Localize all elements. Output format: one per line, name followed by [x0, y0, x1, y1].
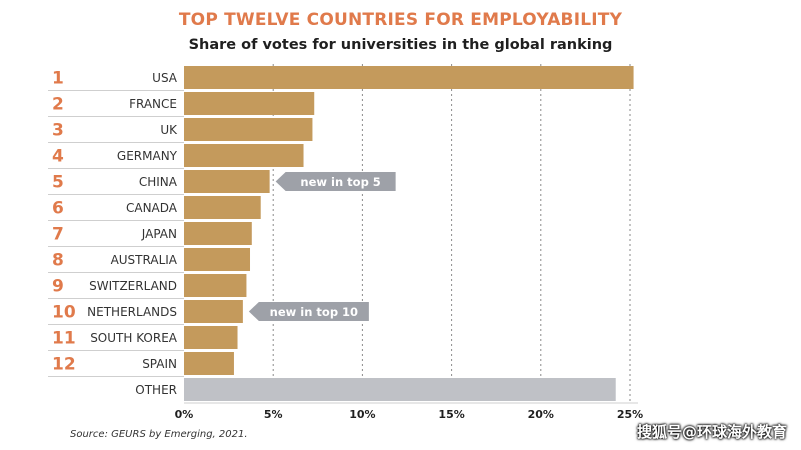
source-note: Source: GEURS by Emerging, 2021.	[70, 429, 248, 440]
bar	[184, 222, 252, 245]
country-label: CHINA	[139, 175, 178, 189]
rank-label: 3	[52, 121, 64, 141]
annotation-label: new in top 5	[300, 175, 380, 189]
x-tick-label: 20%	[528, 408, 554, 421]
bar	[184, 274, 247, 297]
rank-label: 6	[52, 199, 64, 219]
bar	[184, 170, 270, 193]
country-label: SWITZERLAND	[89, 279, 177, 293]
rank-label: 1	[52, 69, 64, 89]
bar	[184, 378, 616, 401]
country-label: SOUTH KOREA	[90, 331, 178, 345]
country-label: OTHER	[135, 383, 177, 397]
rank-label: 10	[52, 303, 76, 323]
x-tick-label: 15%	[438, 408, 464, 421]
country-label: AUSTRALIA	[111, 253, 178, 267]
chart-title: TOP TWELVE COUNTRIES FOR EMPLOYABILITY	[178, 10, 623, 30]
country-label: FRANCE	[129, 97, 177, 111]
bar	[184, 326, 238, 349]
bar	[184, 92, 315, 115]
bar	[184, 66, 634, 89]
bar	[184, 144, 304, 167]
watermark: 搜狐号@环球海外教育	[636, 423, 787, 441]
country-label: NETHERLANDS	[87, 305, 177, 319]
rank-label: 5	[52, 173, 64, 193]
country-label: USA	[152, 71, 178, 85]
rank-label: 8	[52, 251, 64, 271]
annotation-callout	[275, 172, 396, 191]
x-tick-label: 0%	[175, 408, 194, 421]
bar	[184, 352, 234, 375]
rank-label: 7	[52, 225, 64, 245]
country-label: JAPAN	[141, 227, 177, 241]
rank-label: 12	[52, 355, 76, 375]
country-label: SPAIN	[142, 357, 177, 371]
x-tick-label: 25%	[617, 408, 643, 421]
annotation-callout	[248, 302, 369, 321]
bar	[184, 300, 243, 323]
rank-label: 11	[52, 329, 76, 349]
bar	[184, 196, 261, 219]
bar	[184, 248, 251, 271]
country-label: GERMANY	[117, 149, 178, 163]
rank-label: 4	[52, 147, 64, 167]
chart-subtitle: Share of votes for universities in the g…	[188, 37, 613, 53]
x-tick-label: 10%	[349, 408, 375, 421]
x-tick-label: 5%	[264, 408, 283, 421]
country-label: CANADA	[126, 201, 178, 215]
bar	[184, 118, 313, 141]
annotation-label: new in top 10	[270, 305, 358, 319]
rank-label: 2	[52, 95, 64, 115]
country-label: UK	[160, 123, 178, 137]
rank-label: 9	[52, 277, 64, 297]
